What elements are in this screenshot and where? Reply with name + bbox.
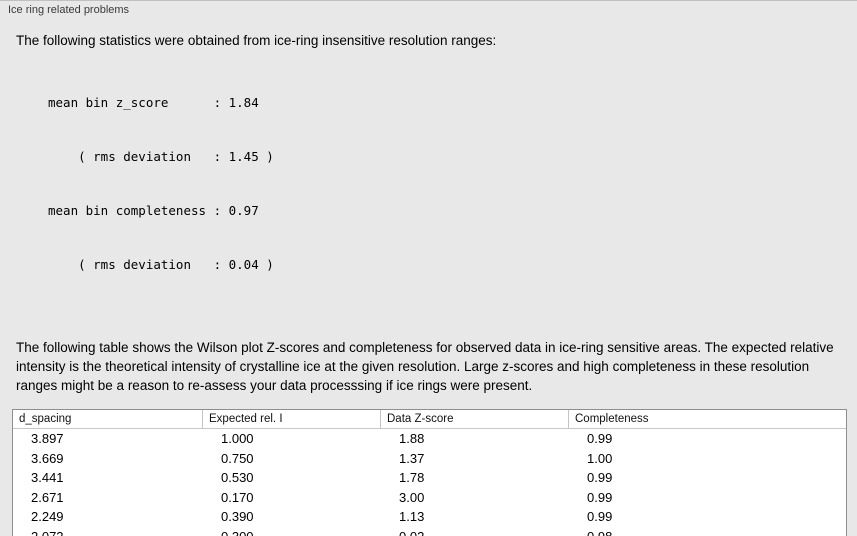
intro-text: The following statistics were obtained f… — [16, 33, 497, 48]
table-body: 3.897 1.000 1.88 0.99 3.669 0.750 1.37 1.00 3.44… — [13, 429, 846, 536]
column-header-data-z-score[interactable]: Data Z-score — [381, 410, 569, 428]
table-description: The following table shows the Wilson plo… — [16, 340, 834, 393]
column-header-d-spacing[interactable]: d_spacing — [13, 410, 203, 428]
table-row[interactable]: 2.0720.3000.020.98 — [13, 527, 846, 536]
table-cell: 2.249 — [31, 509, 64, 525]
table-cell: 0.99 — [587, 470, 613, 486]
panel-title: Ice ring related problems — [8, 4, 130, 16]
column-header-completeness[interactable]: Completeness — [575, 413, 649, 425]
table-cell: 1.00 — [587, 450, 613, 466]
table-cell: 0.99 — [587, 489, 613, 505]
table-cell: 3.00 — [399, 489, 425, 505]
table-cell: 0.99 — [587, 509, 613, 525]
table-cell: 0.390 — [221, 509, 254, 525]
table-cell: 1.000 — [221, 431, 254, 447]
table-cell: 0.98 — [569, 529, 846, 536]
table-cell: 0.99 — [587, 431, 613, 447]
table-row[interactable]: 3.897 1.000 1.88 0.99 — [13, 429, 846, 449]
stats-line: mean bin completeness : 0.97 — [48, 203, 259, 218]
table-row[interactable]: 3.669 0.750 1.37 1.00 — [13, 449, 846, 469]
table-cell: 0.530 — [221, 470, 254, 486]
table-cell: 0.170 — [221, 489, 254, 505]
table-cell: 3.441 — [31, 470, 64, 486]
table-cell: 2.671 — [31, 489, 64, 505]
table-header-row: d_spacing Expected rel. I Data Z-score C… — [13, 410, 846, 429]
table-cell: 1.37 — [399, 450, 425, 466]
table-cell: 1.13 — [399, 509, 425, 525]
ice-ring-table: d_spacing Expected rel. I Data Z-score C… — [12, 409, 847, 536]
table-row[interactable]: 2.249 0.390 1.13 0.99 — [13, 507, 846, 527]
column-header-expected-rel-i[interactable]: Expected rel. I — [203, 410, 381, 428]
table-cell: 1.78 — [399, 470, 425, 486]
table-cell: 0.300 — [203, 529, 381, 536]
table-cell: 0.02 — [381, 529, 569, 536]
table-cell: 3.669 — [31, 450, 64, 466]
stats-line: ( rms deviation : 0.04 ) — [48, 257, 274, 272]
table-row[interactable]: 2.671 0.170 3.00 0.99 — [13, 488, 846, 508]
stats-line: ( rms deviation : 1.45 ) — [48, 149, 274, 164]
table-row[interactable]: 3.441 0.530 1.78 0.99 — [13, 468, 846, 488]
table-cell: 3.897 — [31, 431, 64, 447]
stats-line: mean bin z_score : 1.84 — [48, 95, 259, 110]
table-cell: 2.072 — [13, 529, 203, 536]
table-cell: 1.88 — [399, 431, 425, 447]
stats-block: mean bin z_score : 1.84 ( rms deviation … — [48, 58, 845, 310]
table-cell: 0.750 — [221, 450, 254, 466]
